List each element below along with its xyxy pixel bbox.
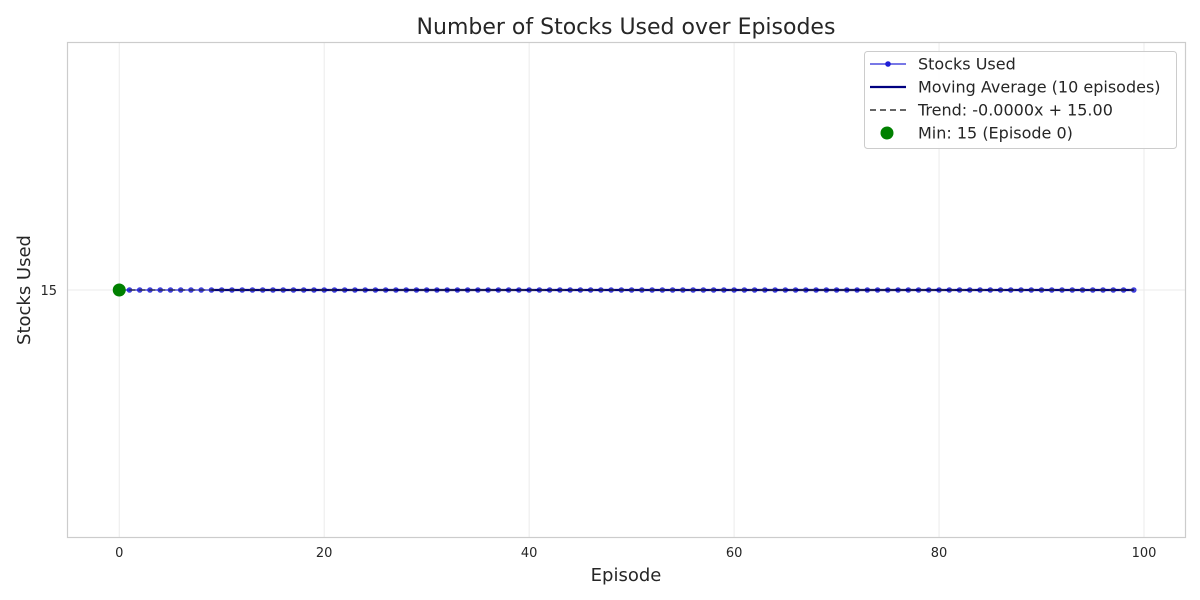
series-layer	[112, 283, 1137, 297]
y-axis-label: Stocks Used	[14, 235, 35, 345]
legend-swatch-min	[880, 126, 894, 140]
x-tick-label: 80	[931, 546, 948, 561]
x-axis-label: Episode	[591, 565, 662, 586]
legend-label: Trend: -0.0000x + 15.00	[917, 101, 1113, 120]
x-tick-label: 40	[521, 546, 538, 561]
x-tick-label: 60	[726, 546, 743, 561]
x-ticks: 0 20 40 60 80 100	[115, 546, 1156, 561]
x-tick-label: 20	[316, 546, 333, 561]
y-ticks: 15	[40, 284, 57, 299]
legend: Stocks Used Moving Average (10 episodes) T…	[864, 51, 1177, 149]
x-tick-label: 100	[1132, 546, 1157, 561]
legend-label: Min: 15 (Episode 0)	[918, 124, 1073, 143]
legend-swatch-stocks-used-marker	[885, 61, 891, 67]
y-tick-label: 15	[40, 284, 57, 299]
legend-box	[864, 51, 1177, 149]
plot-frame	[66, 41, 1187, 539]
legend-label: Stocks Used	[918, 55, 1016, 74]
chart-title: Number of Stocks Used over Episodes	[417, 15, 836, 40]
x-tick-label: 0	[115, 546, 123, 561]
legend-label: Moving Average (10 episodes)	[918, 78, 1161, 97]
min-marker	[112, 283, 126, 297]
